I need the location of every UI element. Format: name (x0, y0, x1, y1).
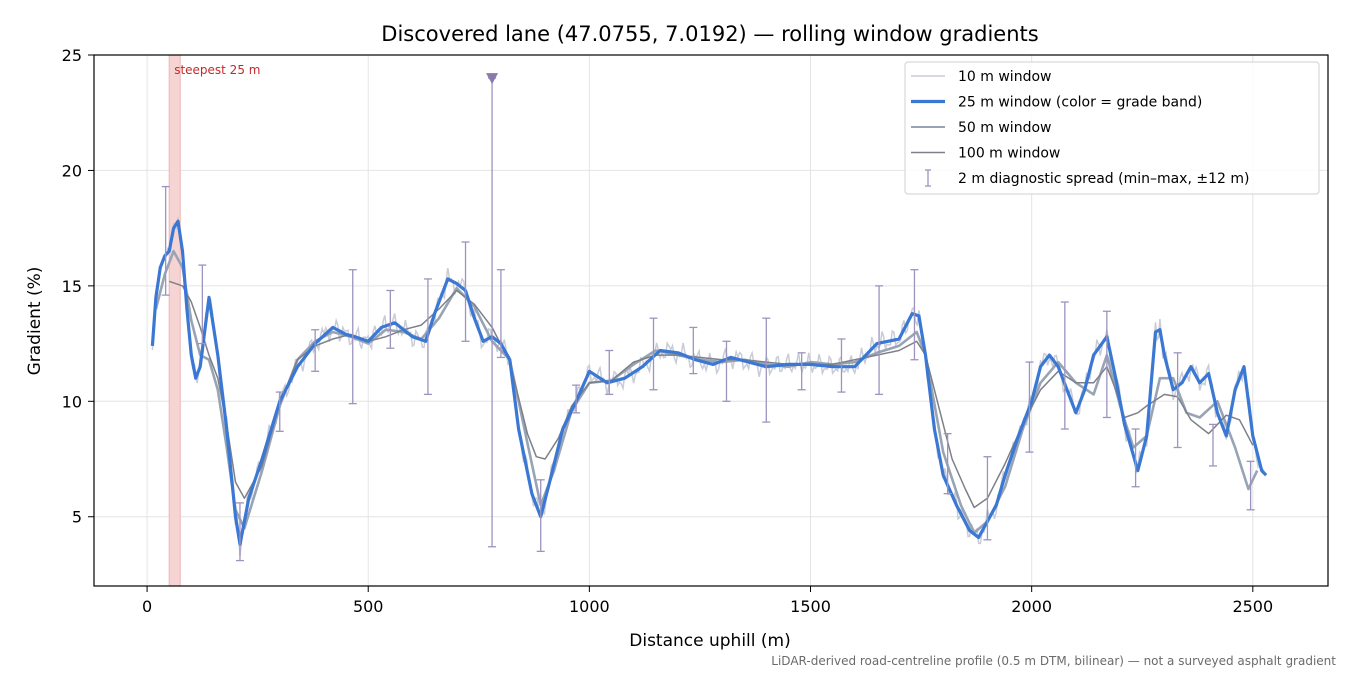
down-triangle-marker (486, 73, 499, 85)
y-tick-label: 20 (62, 161, 82, 180)
legend-label-w10: 10 m window (958, 69, 1051, 85)
x-tick-label: 2000 (1011, 597, 1052, 616)
legend-label-spread: 2 m diagnostic spread (min–max, ±12 m) (958, 171, 1249, 187)
x-tick-label: 1000 (569, 597, 610, 616)
x-tick-label: 1500 (790, 597, 831, 616)
legend-label-w100: 100 m window (958, 146, 1060, 162)
footnote: LiDAR-derived road-centreline profile (0… (771, 654, 1336, 668)
legend-label-w25: 25 m window (color = grade band) (958, 95, 1202, 111)
series-100m-line (168, 280, 1254, 509)
diagnostic-spread (161, 73, 1255, 562)
y-tick-label: 25 (62, 46, 82, 65)
plot-frame (93, 54, 1329, 587)
y-axis-label: Gradient (%) (25, 267, 45, 376)
legend-label-w50: 50 m window (958, 120, 1051, 136)
x-axis-label: Distance uphill (m) (629, 631, 790, 651)
plot-border (93, 54, 1329, 587)
steepest-band (168, 54, 181, 587)
x-tick-label: 0 (142, 597, 152, 616)
steepest-label: steepest 25 m (174, 63, 260, 77)
x-tick-label: 2500 (1232, 597, 1273, 616)
x-tick-label: 500 (353, 597, 384, 616)
y-tick-label: 5 (72, 508, 82, 527)
y-tick-label: 10 (62, 392, 82, 411)
y-axis-ticks: 5 10 15 20 25 (62, 46, 94, 527)
x-axis-ticks: 0 500 1000 1500 2000 2500 (142, 586, 1273, 616)
y-tick-label: 15 (62, 277, 82, 296)
legend-box (904, 61, 1320, 195)
chart-title: Discovered lane (47.0755, 7.0192) — roll… (381, 22, 1038, 46)
legend: 10 m window 25 m window (color = grade ba… (904, 61, 1320, 195)
